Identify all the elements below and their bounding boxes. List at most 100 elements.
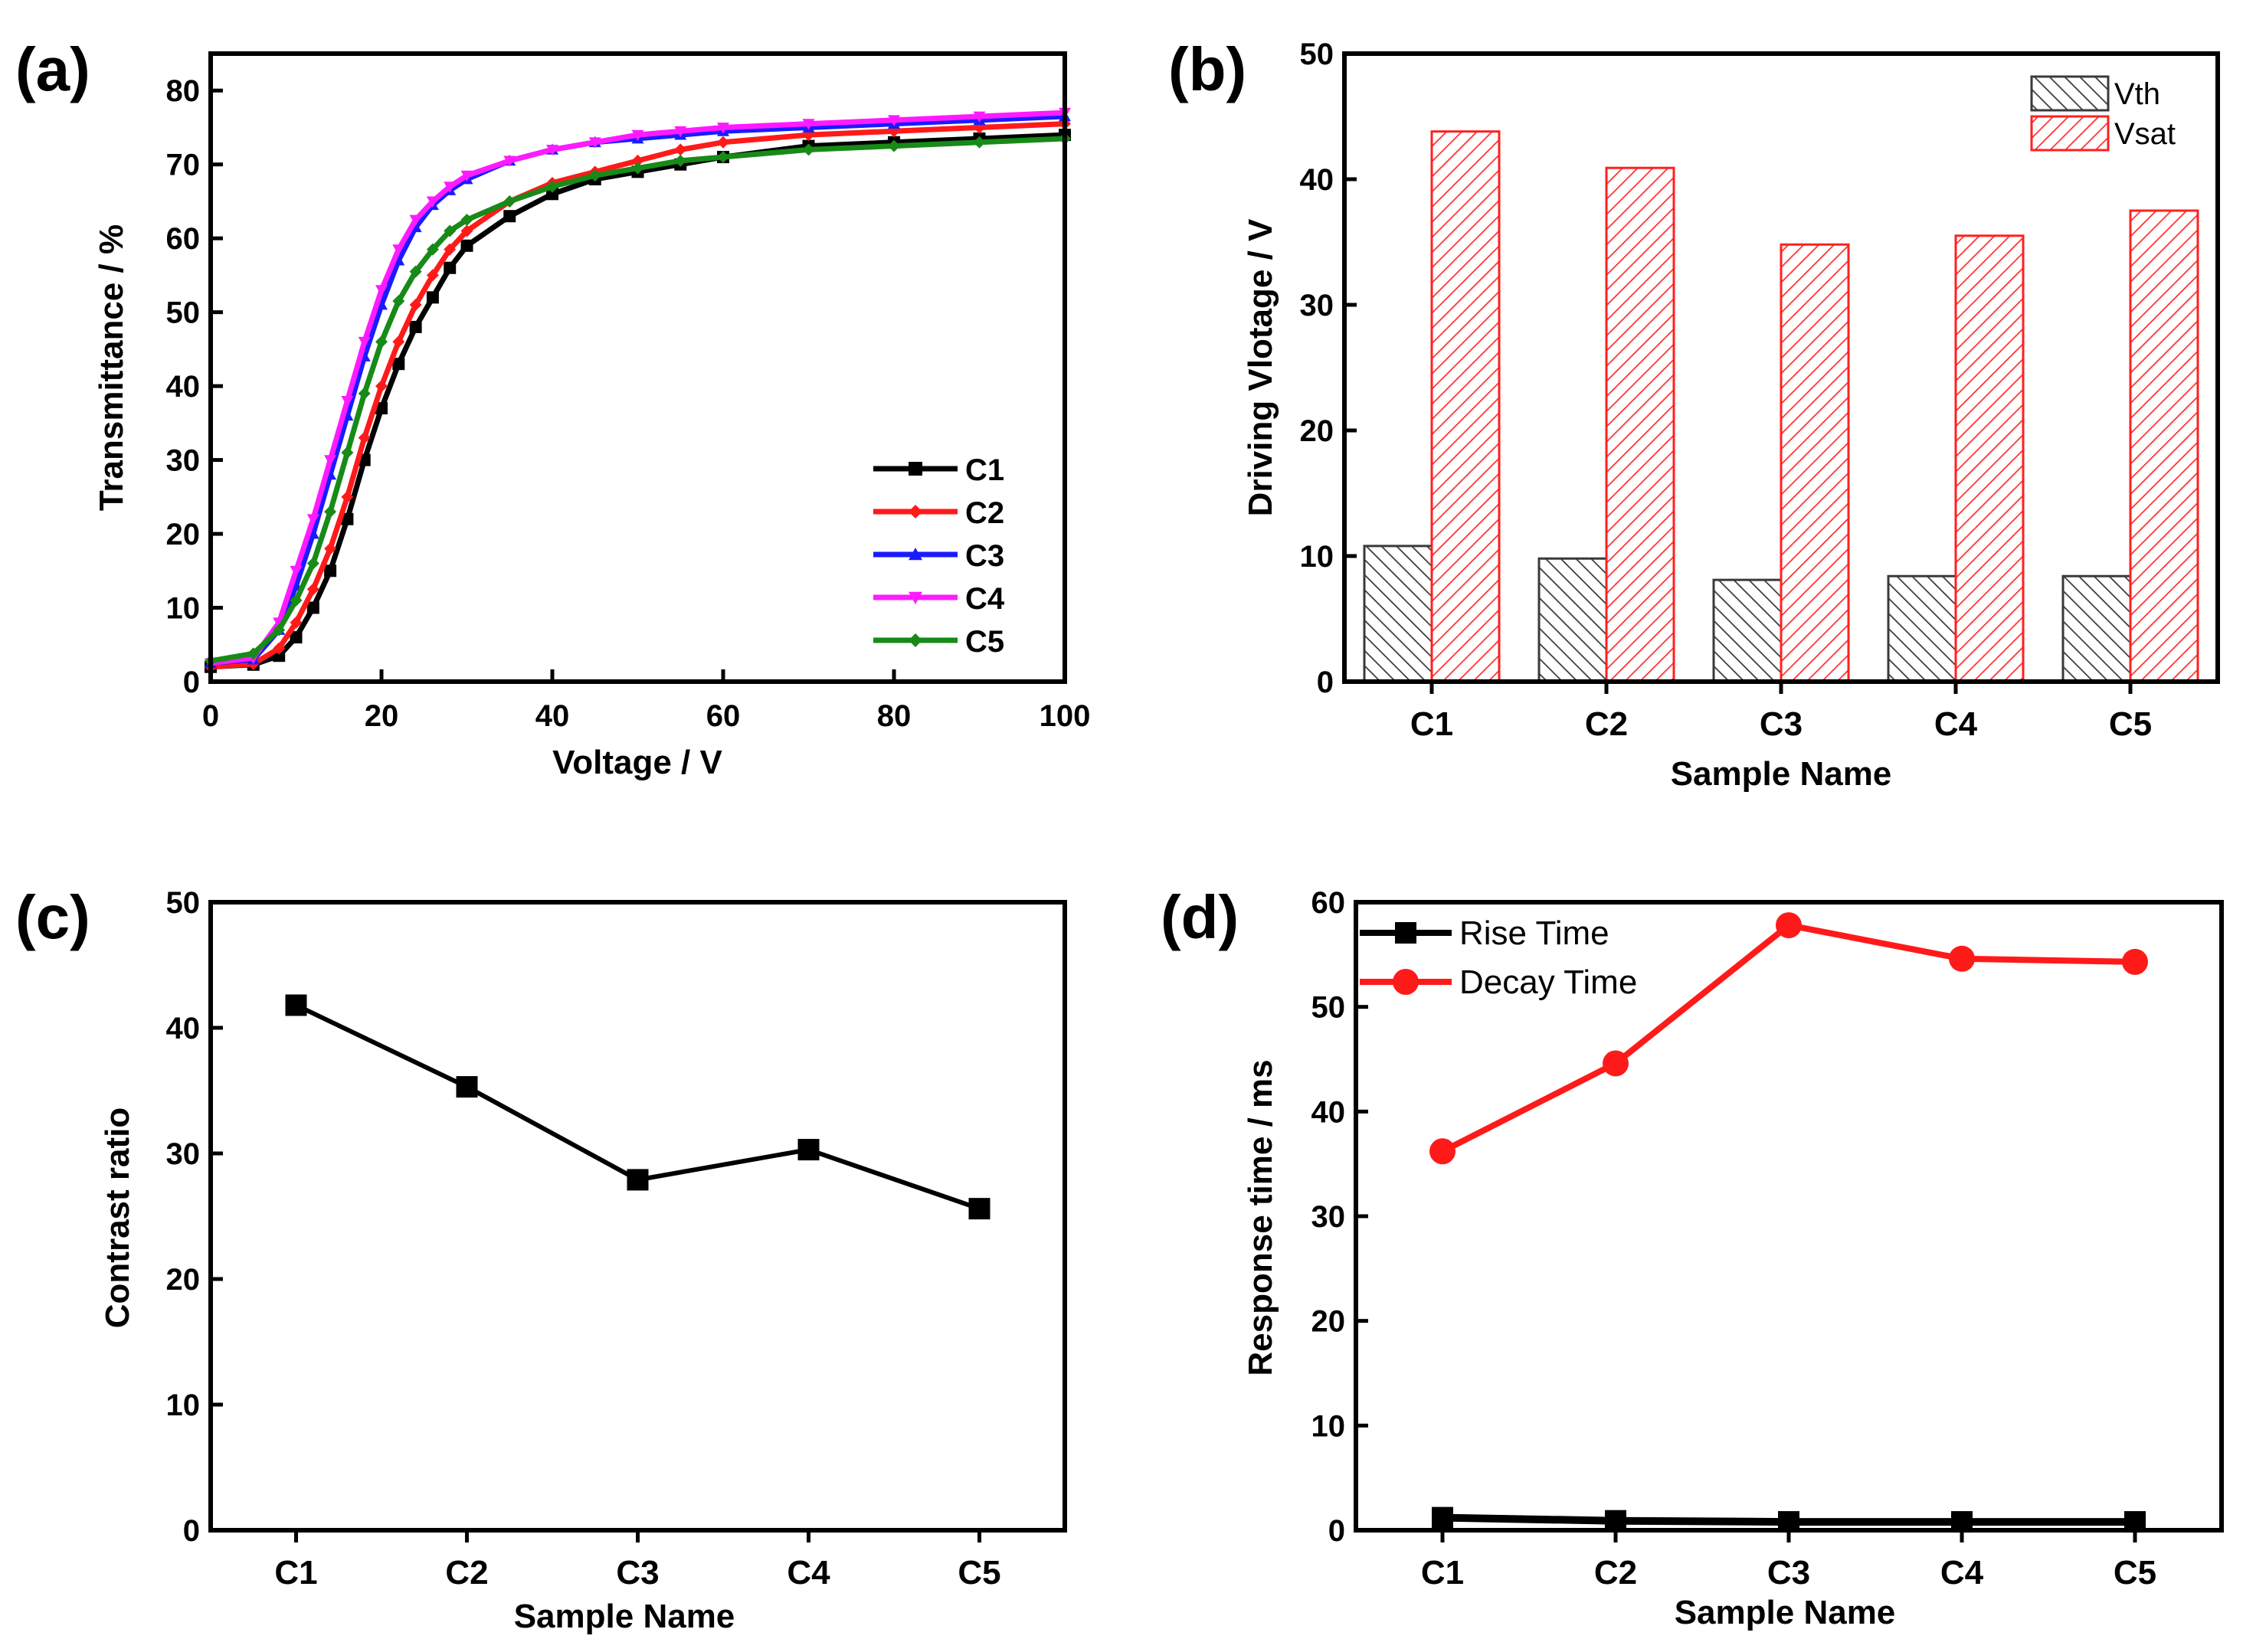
- plot-c-frame: [208, 900, 1067, 1533]
- plot-c-marks: [285, 994, 991, 1220]
- bar-vsat-C2: [1605, 166, 1675, 683]
- series-C4-point-22: [973, 111, 986, 123]
- plot-d-ylabel: Response time / ms: [1242, 1059, 1279, 1376]
- series-C4-point-7: [358, 336, 371, 348]
- series-C5-point-17: [631, 162, 644, 175]
- plot-a-xtick-label-80: 80: [877, 699, 912, 733]
- series-decay-point-C1: [1429, 1138, 1455, 1165]
- series-C1-point-5: [324, 564, 337, 577]
- plot-c-ytick-label-10: 10: [166, 1389, 201, 1422]
- plot-c-xticks: C1 C2 C3 C4 C5: [274, 1530, 1001, 1591]
- plot-a-ytick-label-10: 10: [166, 592, 201, 626]
- plot-a-ytick-label-40: 40: [166, 370, 201, 404]
- panel-c: (c) 0 10 20 30 40 50 C1 C2 C3 C4 C5 Sample Name C…: [15, 883, 1067, 1635]
- bar-vth-C3: [1712, 578, 1783, 683]
- series-C4-point-20: [802, 119, 815, 130]
- plot-a-xlabel: Voltage / V: [552, 744, 722, 781]
- series-C2-point-2: [273, 642, 286, 655]
- plot-b-ytick-label-20: 20: [1300, 414, 1334, 448]
- plot-a-ytick-label-30: 30: [166, 444, 201, 478]
- series-C5-point-1: [247, 647, 260, 660]
- plot-a-legend: C1 C2 C3 C4 C5: [873, 453, 1005, 659]
- series-C5-point-18: [674, 154, 687, 167]
- series-C4-point-3: [290, 565, 303, 577]
- series-C2-point-11: [426, 269, 439, 282]
- series-decay-line: [1441, 921, 2136, 1154]
- plot-b-ytick-label-50: 50: [1300, 38, 1334, 71]
- series-C2-point-7: [358, 431, 371, 444]
- legend-C5-label: C5: [965, 625, 1004, 659]
- plot-d-legend: Rise Time Decay Time: [1360, 914, 1637, 1001]
- plot-a-xtick-label-40: 40: [535, 699, 570, 733]
- series-C5-point-13: [460, 214, 473, 227]
- plot-a-xtick-label-0: 0: [202, 699, 219, 733]
- series-C5-point-8: [375, 335, 388, 348]
- bar-vth-C4: [1887, 574, 1957, 683]
- series-C5-point-14: [503, 195, 516, 208]
- series-C5-point-5: [324, 505, 337, 518]
- panel-d: (d) 0 10 20 30 40 50 60 C1 C2 C3 C4 C5 Rise Time De…: [1161, 883, 2224, 1631]
- plot-d-xticks: C1 C2 C3 C4 C5: [1421, 1530, 2156, 1591]
- legend-rise-marker: [1395, 922, 1416, 944]
- series-C1-point-15: [546, 188, 558, 201]
- series-C5-point-19: [717, 151, 729, 164]
- series-decay-point-C4: [1949, 945, 1975, 972]
- series-C5-point-16: [588, 169, 601, 182]
- legend-decay-marker: [1393, 969, 1419, 995]
- series-C4-point-4: [306, 514, 319, 525]
- series-C1-point-4: [306, 601, 319, 614]
- series-C4-point-13: [460, 170, 473, 182]
- series-C1-point-8: [375, 402, 388, 415]
- plot-c-yticks: 0 10 20 30 40 50: [166, 886, 223, 1548]
- series-C1-line: [210, 132, 1066, 670]
- series-C5-line: [210, 136, 1066, 664]
- plot-a-ytick-label-70: 70: [166, 149, 201, 182]
- plot-b-legend: Vth Vsat: [2030, 75, 2176, 152]
- plot-d-xlabel: Sample Name: [1675, 1594, 1896, 1631]
- series-C5-point-15: [546, 180, 558, 193]
- series-C4-point-12: [444, 182, 457, 193]
- series-C4-point-5: [324, 455, 337, 466]
- plot-d-ytick-label-40: 40: [1311, 1095, 1346, 1129]
- series-C4-line: [210, 110, 1066, 666]
- legend-Vsat-swatch: [2030, 115, 2110, 152]
- series-decay-point-C5: [2122, 948, 2148, 975]
- series-C2-point-10: [409, 299, 422, 311]
- series-C5-point-22: [973, 136, 986, 149]
- legend-Vth-swatch: [2030, 75, 2110, 112]
- plot-b-xtick-label-C4: C4: [1934, 705, 1978, 743]
- plot-d-ytick-label-30: 30: [1311, 1200, 1346, 1234]
- bar-vth-C5: [2061, 574, 2132, 683]
- series-C4-point-14: [503, 155, 516, 167]
- plot-c-ylabel: Contrast ratio: [99, 1107, 136, 1328]
- plot-c-ytick-label-20: 20: [166, 1263, 201, 1297]
- plot-d-marks: [1429, 912, 2148, 1533]
- panel-c-label: (c): [15, 883, 90, 951]
- series-C1-point-14: [503, 210, 516, 223]
- legend-rise-label: Rise Time: [1459, 914, 1609, 952]
- bar-vsat-C3: [1780, 243, 1850, 683]
- legend-C4-label: C4: [965, 582, 1005, 616]
- plot-d-xtick-label-C1: C1: [1421, 1554, 1464, 1591]
- plot-b-xtick-label-C5: C5: [2109, 705, 2152, 743]
- series-C1-point-6: [341, 512, 354, 525]
- plot-c-ytick-label-40: 40: [166, 1012, 201, 1045]
- plot-c-ytick-label-50: 50: [166, 886, 201, 920]
- series-contrast-point-C5: [968, 1198, 991, 1220]
- series-C3-line: [210, 113, 1066, 666]
- bar-vsat-C4: [1954, 234, 2025, 683]
- series-decay-point-C2: [1603, 1050, 1629, 1077]
- series-C2-point-5: [324, 542, 337, 555]
- legend-C3-marker: [909, 548, 922, 561]
- series-C2-point-19: [717, 136, 729, 149]
- series-C2-point-8: [375, 380, 388, 393]
- series-C2-point-4: [306, 583, 319, 596]
- plot-d-xtick-label-C4: C4: [1940, 1554, 1984, 1591]
- plot-d-ytick-label-60: 60: [1311, 886, 1346, 920]
- series-C5-point-20: [802, 143, 815, 156]
- legend-decay-label: Decay Time: [1459, 963, 1637, 1001]
- series-C1-point-11: [426, 291, 439, 304]
- series-C1-point-3: [290, 631, 303, 644]
- bar-vsat-C1: [1430, 130, 1501, 683]
